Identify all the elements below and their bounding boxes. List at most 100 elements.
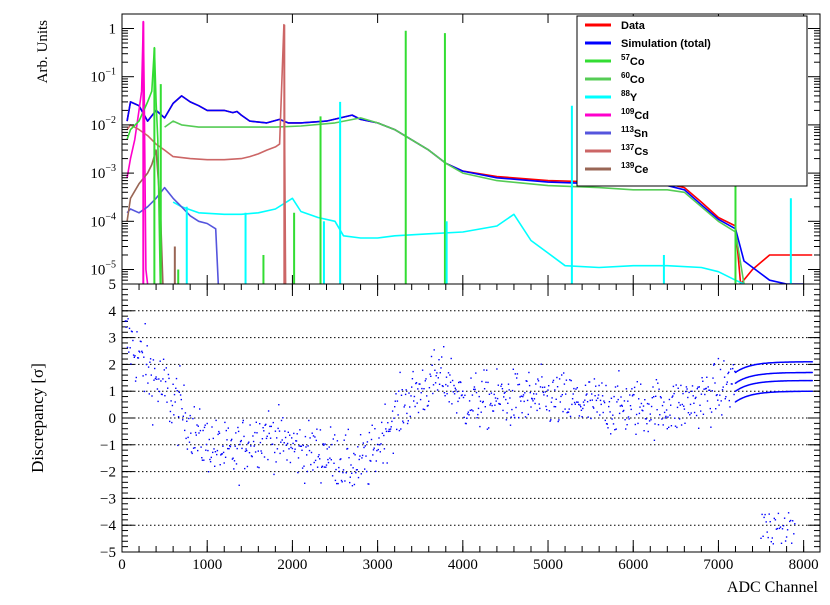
scatter-point bbox=[278, 404, 280, 406]
scatter-point bbox=[323, 466, 326, 468]
scatter-point bbox=[189, 414, 191, 417]
band-point-1 bbox=[758, 382, 760, 384]
scatter-point bbox=[593, 378, 596, 380]
scatter-point bbox=[396, 400, 399, 402]
scatter-point bbox=[685, 386, 688, 388]
scatter-point bbox=[486, 369, 488, 371]
scatter-point bbox=[229, 445, 231, 447]
scatter-point bbox=[319, 429, 322, 431]
band-point-1 bbox=[769, 380, 772, 383]
scatter-point bbox=[216, 453, 218, 456]
scatter-point bbox=[141, 350, 143, 352]
band-point-0 bbox=[788, 390, 790, 393]
scatter-point bbox=[319, 458, 321, 460]
scatter-point bbox=[728, 399, 730, 402]
scatter-point bbox=[147, 366, 150, 368]
scatter-point bbox=[128, 351, 130, 353]
band-point-3 bbox=[774, 361, 777, 364]
scatter-point bbox=[389, 428, 392, 430]
scatter-point bbox=[179, 365, 181, 367]
band-point-3 bbox=[739, 368, 742, 371]
band-point-0 bbox=[804, 390, 806, 392]
scatter-point bbox=[360, 473, 362, 475]
band-point-0 bbox=[771, 391, 773, 393]
band-point-2 bbox=[783, 372, 785, 374]
band-point-1 bbox=[777, 380, 779, 382]
scatter-point bbox=[163, 369, 165, 371]
scatter-point bbox=[584, 399, 586, 401]
scatter-point bbox=[387, 422, 389, 424]
scatter-point bbox=[605, 384, 607, 387]
scatter-point bbox=[649, 413, 651, 415]
band-point-2 bbox=[742, 378, 744, 380]
band-point-0 bbox=[776, 391, 778, 393]
scatter-point bbox=[161, 393, 163, 396]
scatter-point bbox=[183, 384, 185, 386]
scatter-point bbox=[387, 430, 390, 433]
scatter-point bbox=[364, 445, 366, 447]
bottom-ytick-label-10: 5 bbox=[109, 277, 117, 293]
scatter-point bbox=[312, 469, 314, 471]
band-point-2 bbox=[750, 375, 752, 378]
band-point-1 bbox=[756, 382, 758, 384]
band-point-0 bbox=[778, 391, 780, 393]
band-point-1 bbox=[755, 382, 757, 384]
scatter-point bbox=[289, 461, 292, 464]
scatter-point bbox=[237, 430, 240, 433]
scatter-point bbox=[695, 414, 698, 417]
bottom-frame bbox=[121, 283, 821, 553]
scatter-point bbox=[324, 443, 326, 445]
scatter-point bbox=[197, 425, 199, 427]
scatter-point bbox=[303, 465, 305, 467]
band-point-3 bbox=[782, 361, 784, 363]
scatter-point bbox=[615, 428, 617, 430]
band-point-2 bbox=[777, 372, 779, 374]
scatter-point bbox=[348, 457, 350, 459]
scatter-point bbox=[381, 421, 383, 424]
scatter-point bbox=[472, 410, 474, 412]
scatter-point bbox=[468, 400, 471, 402]
band-point-1 bbox=[809, 379, 812, 382]
legend-label-8: 139Ce bbox=[621, 161, 648, 176]
scatter-point bbox=[363, 446, 365, 449]
band-point-2 bbox=[794, 372, 796, 374]
scatter-point bbox=[481, 401, 484, 404]
band-point-1 bbox=[800, 379, 802, 382]
scatter-point bbox=[391, 410, 394, 412]
scatter-point bbox=[307, 445, 309, 447]
scatter-point bbox=[528, 384, 531, 387]
scatter-point bbox=[404, 393, 407, 396]
scatter-point bbox=[301, 467, 304, 469]
tail-point bbox=[794, 523, 796, 525]
scatter-point bbox=[321, 466, 323, 468]
band-point-1 bbox=[782, 380, 784, 382]
scatter-point bbox=[379, 451, 381, 453]
scatter-point bbox=[475, 391, 478, 394]
band-point-3 bbox=[792, 361, 795, 363]
band-point-1 bbox=[770, 380, 772, 383]
band-point-1 bbox=[762, 381, 764, 383]
scatter-point bbox=[521, 412, 523, 414]
band-point-1 bbox=[804, 379, 806, 382]
scatter-point bbox=[664, 417, 666, 419]
scatter-point bbox=[691, 390, 693, 392]
tail-point bbox=[791, 542, 793, 544]
scatter-point bbox=[423, 388, 425, 390]
bottom-xtick-label-6: 6000 bbox=[618, 557, 648, 573]
band-point-1 bbox=[779, 380, 781, 382]
tail-point bbox=[771, 537, 773, 539]
scatter-point bbox=[204, 424, 206, 426]
scatter-point bbox=[149, 361, 151, 363]
band-point-3 bbox=[763, 362, 766, 364]
scatter-point bbox=[397, 414, 399, 416]
scatter-point bbox=[257, 450, 259, 452]
band-point-0 bbox=[796, 390, 798, 393]
scatter-point bbox=[261, 438, 264, 440]
scatter-point bbox=[516, 377, 518, 379]
tail-point bbox=[779, 526, 782, 528]
band-point-0 bbox=[782, 391, 784, 393]
scatter-point bbox=[438, 359, 440, 361]
band-point-2 bbox=[800, 371, 802, 374]
scatter-point bbox=[245, 448, 247, 450]
band-point-3 bbox=[745, 366, 747, 368]
